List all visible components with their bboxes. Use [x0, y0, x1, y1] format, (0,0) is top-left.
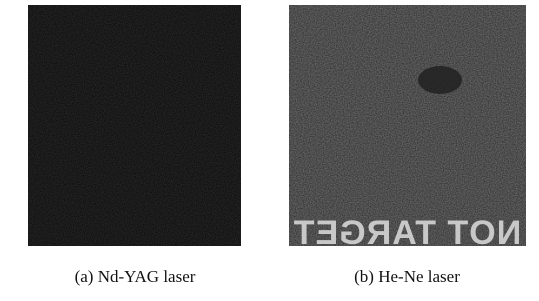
image-text: NOT TARGET [293, 214, 521, 252]
caption: (b) He-Ne laser [354, 267, 460, 286]
caption: (a) Nd-YAG laser [75, 267, 196, 286]
panel-b-image: NOT TARGET [289, 5, 526, 252]
page: NOT TARGET (a) Nd-YAG laser (b) He-Ne la… [0, 0, 539, 296]
panel-a-image [28, 5, 241, 246]
figure: NOT TARGET (a) Nd-YAG laser (b) He-Ne la… [0, 0, 539, 296]
